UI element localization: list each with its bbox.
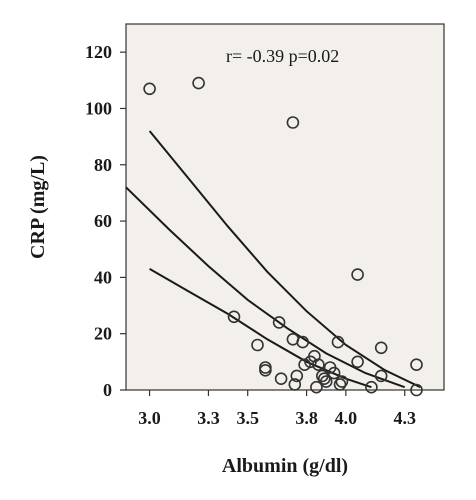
x-tick-label: 3.3 <box>197 408 220 428</box>
plot-area <box>125 23 445 391</box>
data-point <box>410 383 423 397</box>
y-tick-label: 120 <box>85 42 112 62</box>
data-point <box>365 380 378 394</box>
x-tick-label: 4.3 <box>393 408 416 428</box>
data-point <box>374 369 388 383</box>
curve-fit <box>125 186 406 389</box>
data-point <box>351 355 364 369</box>
data-point <box>351 268 364 281</box>
x-axis-label: Albumin (g/dl) <box>222 455 348 477</box>
data-point <box>286 116 300 129</box>
y-axis-label: CRP (mg/L) <box>27 155 49 259</box>
y-tick-label: 60 <box>94 211 112 231</box>
data-point <box>274 372 288 386</box>
y-tick-label: 20 <box>94 324 112 344</box>
data-point <box>296 335 310 349</box>
y-tick-label: 40 <box>94 267 112 287</box>
data-point <box>319 375 333 388</box>
data-point <box>259 363 272 377</box>
data-point <box>317 372 331 386</box>
data-point <box>251 338 264 352</box>
data-point <box>192 76 205 90</box>
x-tick-label: 3.0 <box>138 408 161 428</box>
data-point <box>288 378 302 391</box>
x-axis: 3.0 3.3 3.5 3.8 4.0 4.3 <box>138 390 416 428</box>
y-tick-label: 100 <box>85 98 112 118</box>
curve-upper <box>148 130 421 389</box>
y-axis: 0 20 40 60 80 100 120 <box>85 42 126 400</box>
data-point <box>272 316 286 329</box>
correlation-annotation: r= -0.39 p=0.02 <box>226 46 339 66</box>
data-point <box>410 358 423 372</box>
x-tick-label: 3.5 <box>236 408 259 428</box>
data-point <box>374 341 388 355</box>
data-points <box>143 76 423 397</box>
y-tick-label: 80 <box>94 155 112 175</box>
y-tick-label: 0 <box>103 380 112 400</box>
x-tick-label: 4.0 <box>335 408 358 428</box>
data-point <box>327 366 341 380</box>
data-point <box>331 335 345 349</box>
data-point <box>333 378 347 391</box>
data-point <box>227 310 241 324</box>
data-point <box>335 375 349 388</box>
x-tick-label: 3.8 <box>295 408 318 428</box>
data-point <box>310 380 323 394</box>
data-point <box>298 358 311 372</box>
data-point <box>290 369 304 383</box>
data-point <box>312 358 325 372</box>
data-point <box>143 82 156 96</box>
